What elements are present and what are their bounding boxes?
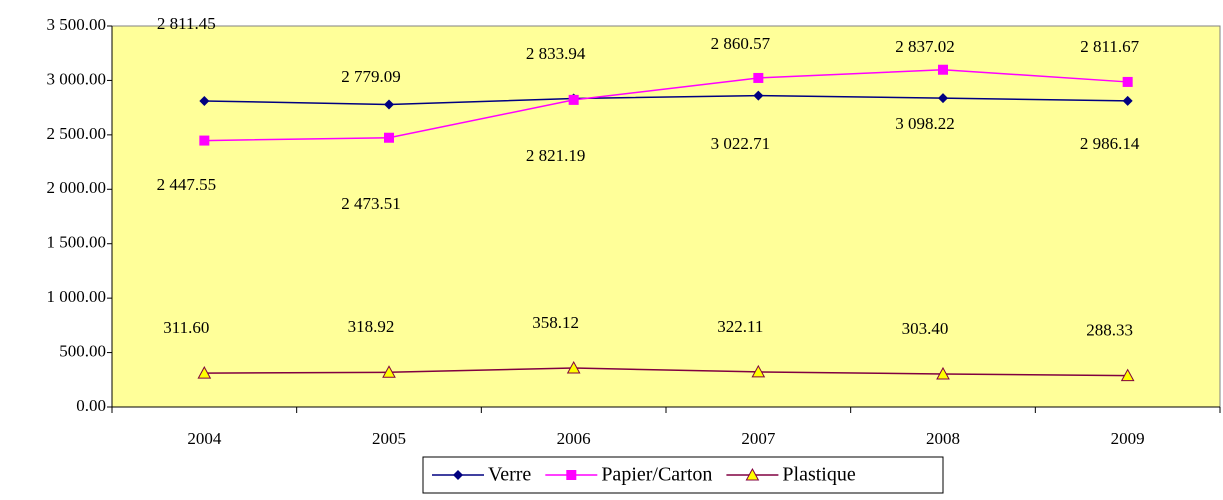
data-label: 2 811.45 (157, 14, 216, 33)
data-label: 358.12 (532, 313, 579, 332)
x-tick-label: 2009 (1111, 429, 1145, 448)
legend-label: Plastique (782, 464, 855, 486)
data-label: 322.11 (717, 317, 763, 336)
data-label: 2 811.67 (1080, 37, 1139, 56)
data-label: 2 860.57 (711, 34, 771, 53)
data-label: 3 098.22 (895, 114, 955, 133)
marker (382, 365, 396, 378)
data-label: 2 473.51 (341, 194, 401, 213)
marker (453, 470, 463, 480)
legend-label: Papier/Carton (601, 464, 712, 486)
legend-label: Verre (488, 464, 531, 486)
y-tick-label: 1 000.00 (47, 287, 107, 306)
marker (753, 90, 764, 101)
marker (936, 366, 950, 380)
marker (568, 94, 579, 105)
marker (938, 64, 948, 75)
data-label: 311.60 (163, 318, 209, 337)
y-tick-label: 2 000.00 (47, 178, 107, 197)
x-tick-label: 2006 (557, 429, 591, 448)
data-label: 288.33 (1086, 321, 1133, 340)
data-label: 303.40 (902, 319, 949, 338)
data-label: 2 779.09 (341, 67, 401, 86)
y-tick-label: 3 000.00 (47, 69, 107, 88)
marker (566, 470, 577, 480)
data-label: 2 447.55 (157, 175, 217, 194)
data-label: 2 821.19 (526, 146, 586, 165)
series-line (204, 367, 1128, 377)
y-tick-label: 3 500.00 (47, 15, 107, 34)
marker (566, 360, 581, 374)
y-tick-label: 0.00 (76, 396, 106, 415)
y-tick-label: 1 500.00 (47, 233, 107, 252)
marker (1120, 368, 1135, 382)
data-label: 2 986.14 (1080, 134, 1140, 153)
data-label: 318.92 (348, 317, 395, 336)
data-label: 2 837.02 (895, 37, 955, 56)
marker (199, 95, 210, 106)
x-tick-label: 2005 (372, 429, 406, 448)
plot-area (111, 25, 1221, 408)
x-tick-label: 2008 (926, 429, 960, 448)
y-tick-label: 2 500.00 (47, 124, 107, 143)
legend-box (422, 456, 944, 494)
series-line (204, 94, 1128, 106)
x-tick-label: 2004 (187, 429, 222, 448)
y-tick-label: 500.00 (59, 341, 106, 360)
marker (384, 99, 394, 110)
legend: Verre Papier/Carton Plastique (422, 456, 944, 494)
marker (1122, 95, 1133, 106)
marker (753, 72, 764, 83)
marker (199, 135, 210, 146)
marker (384, 132, 394, 143)
data-label: 3 022.71 (711, 134, 771, 153)
data-label: 2 833.94 (526, 44, 586, 63)
marker (1122, 76, 1133, 87)
marker (197, 366, 212, 379)
x-tick-label: 2007 (741, 429, 776, 448)
marker (745, 467, 760, 481)
marker (751, 364, 766, 378)
marker (938, 93, 948, 104)
series-line (204, 68, 1128, 142)
